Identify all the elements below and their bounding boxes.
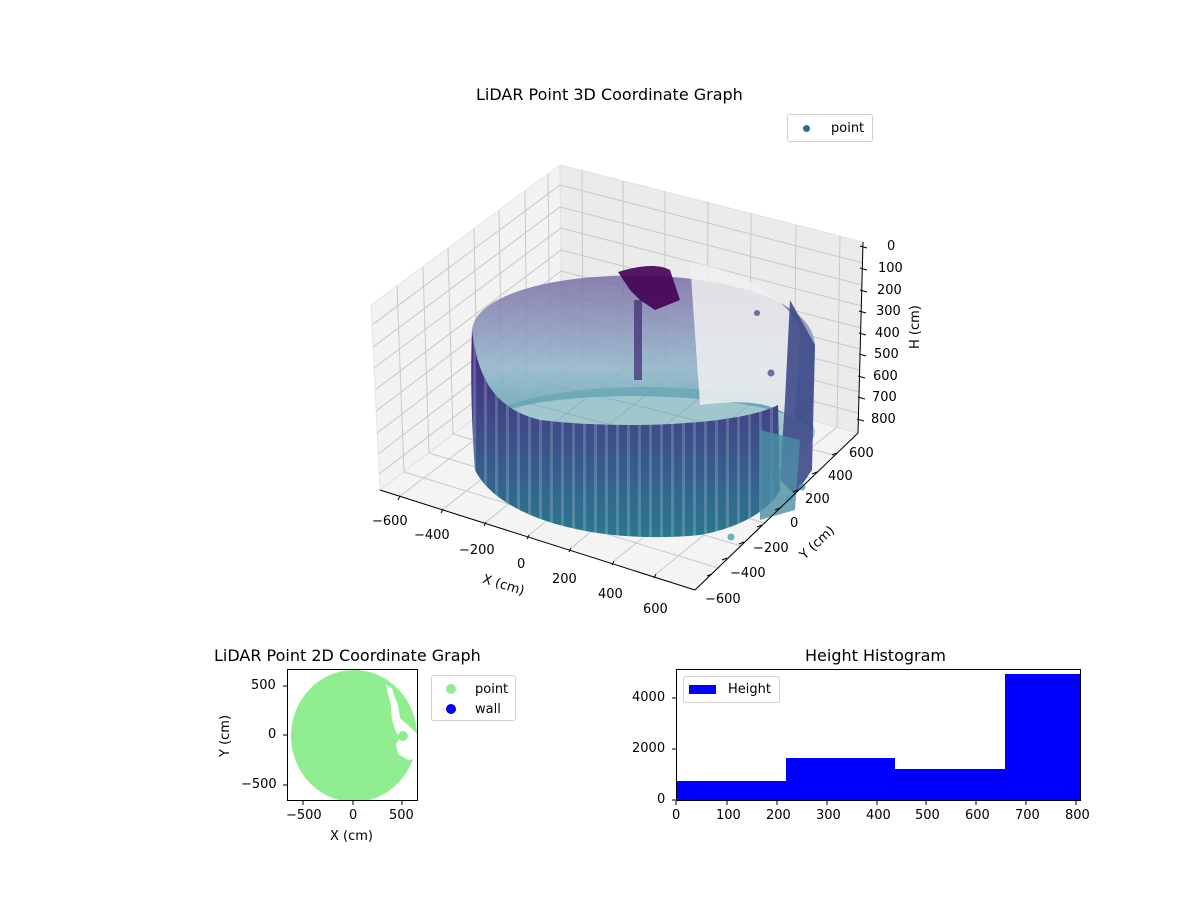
y-tick-label: 0: [657, 792, 666, 807]
z-tick-label: 200: [877, 283, 902, 298]
x-tick-label: −400: [414, 528, 450, 543]
point-marker-icon: [803, 124, 810, 132]
z-tick-label: 500: [874, 347, 899, 362]
x-tick-label: 500: [915, 808, 940, 823]
z-tick-label: 400: [875, 326, 900, 341]
y-tick-label: 500: [251, 678, 276, 693]
x-tick-label: 400: [598, 587, 623, 602]
plot2d-scatter: [291, 670, 417, 800]
legend-label: point: [475, 681, 509, 697]
z-axis-label: H (cm): [908, 305, 923, 349]
x-tick-label: 0: [672, 808, 681, 823]
histogram-legend: Height: [683, 676, 780, 703]
x-tick-label: 600: [643, 602, 668, 617]
z-tick-label: 600: [873, 369, 898, 384]
x-tick-label: −500: [286, 808, 322, 823]
z-tick-label: 0: [887, 239, 896, 254]
x-tick-label: 500: [389, 808, 414, 823]
y-tick-label: 400: [828, 469, 853, 484]
x-tick-label: 0: [517, 557, 526, 572]
legend-label: Height: [728, 682, 771, 697]
x-tick-label: 400: [866, 808, 891, 823]
z-tick-label: 700: [872, 390, 897, 405]
z-tick-label: 800: [871, 412, 896, 427]
histogram-bar: [786, 758, 895, 800]
x-tick-label: −600: [372, 514, 408, 529]
y-tick-label: −500: [241, 777, 277, 792]
y-tick-label: 4000: [632, 690, 666, 705]
height-swatch-icon: [689, 685, 716, 694]
histogram-title: Height Histogram: [805, 646, 946, 665]
point-marker-icon: [446, 684, 456, 694]
x-tick-label: 700: [1015, 808, 1040, 823]
y-tick-label: 600: [849, 446, 874, 461]
x-tick-label: 800: [1065, 808, 1090, 823]
x-tick-label: 100: [716, 808, 741, 823]
x-tick-label: 600: [965, 808, 990, 823]
x-tick-label: 200: [552, 572, 577, 587]
z-tick-label: 100: [878, 261, 903, 276]
plot2d-legend: point wall: [431, 675, 516, 721]
plot2d-axes: [287, 669, 418, 801]
legend-label: point: [831, 120, 865, 136]
y-tick-label: −200: [753, 541, 789, 556]
legend-label: wall: [475, 701, 501, 717]
y-tick-label: 200: [805, 492, 830, 507]
x-tick-label: 300: [816, 808, 841, 823]
x-tick-label: 0: [349, 808, 358, 823]
y-tick-label: 2000: [632, 741, 666, 756]
x-axis-label: X (cm): [330, 829, 373, 844]
y-axis-label: Y (cm): [218, 714, 233, 757]
y-tick-label: 0: [268, 727, 277, 742]
point-cloud: [471, 262, 815, 541]
histogram-axes: [676, 669, 1081, 801]
histogram-bar: [677, 781, 786, 800]
histogram-bar: [895, 769, 1005, 800]
wall-marker-icon: [446, 704, 456, 714]
plot3d-title: LiDAR Point 3D Coordinate Graph: [476, 85, 743, 104]
y-tick-label: −400: [730, 566, 766, 581]
x-tick-label: 200: [766, 808, 791, 823]
histogram-bar: [1005, 674, 1080, 800]
y-tick-label: 0: [790, 516, 799, 531]
y-tick-label: −600: [705, 592, 741, 607]
x-tick-label: −200: [459, 543, 495, 558]
plot3d-legend: point: [787, 114, 873, 142]
plot2d-title: LiDAR Point 2D Coordinate Graph: [214, 646, 481, 665]
z-tick-label: 300: [876, 304, 901, 319]
